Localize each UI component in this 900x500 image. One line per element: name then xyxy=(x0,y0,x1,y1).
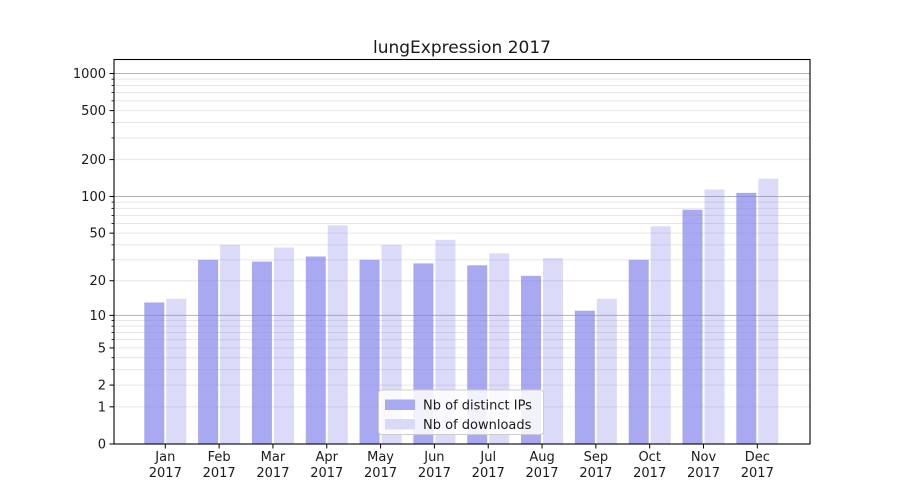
bar-nb-of-downloads-dec-2017 xyxy=(758,178,779,445)
bar-nb-of-downloads-jan-2017 xyxy=(166,298,187,444)
plot-border xyxy=(113,58,811,445)
x-tick-label-year-oct-2017: 2017 xyxy=(633,466,666,481)
x-tick-label-month-sep-2017: Sep xyxy=(584,450,609,465)
x-tick-label-year-may-2017: 2017 xyxy=(364,466,397,481)
x-tick-label-month-jan-2017: Jan xyxy=(154,450,175,465)
bar-nb-of-downloads-aug-2017 xyxy=(543,258,564,444)
bar-nb-of-distinct-ips-oct-2017 xyxy=(628,259,649,444)
y-tick-label-200: 200 xyxy=(81,153,106,168)
x-tick-label-month-jul-2017: Jul xyxy=(479,450,496,465)
y-axis-ticks: 0 1 2 5 10 20 50 100 200 500 1000 xyxy=(73,67,114,453)
x-tick-label-year-dec-2017: 2017 xyxy=(741,466,774,481)
x-tick-label-month-jun-2017: Jun xyxy=(423,450,444,465)
bar-nb-of-downloads-nov-2017 xyxy=(704,189,725,444)
y-tick-label-5: 5 xyxy=(98,341,106,356)
x-tick-label-year-feb-2017: 2017 xyxy=(203,466,236,481)
x-tick-label-year-jul-2017: 2017 xyxy=(472,466,505,481)
legend-box xyxy=(378,389,544,435)
x-tick-label-month-dec-2017: Dec xyxy=(745,450,770,465)
x-tick-label-year-sep-2017: 2017 xyxy=(579,466,612,481)
bar-nb-of-distinct-ips-mar-2017 xyxy=(251,261,272,444)
x-tick-label-month-apr-2017: Apr xyxy=(316,450,339,465)
y-tick-label-50: 50 xyxy=(89,227,106,242)
bar-nb-of-downloads-oct-2017 xyxy=(650,226,671,444)
bar-nb-of-distinct-ips-feb-2017 xyxy=(198,259,219,444)
bar-nb-of-distinct-ips-jan-2017 xyxy=(144,302,165,444)
y-tick-label-500: 500 xyxy=(81,104,106,119)
bar-nb-of-distinct-ips-sep-2017 xyxy=(574,310,595,444)
x-tick-label-year-jun-2017: 2017 xyxy=(418,466,451,481)
legend-swatch-downloads xyxy=(385,419,415,430)
x-axis-ticks: Jan2017Feb2017Mar2017Apr2017May2017Jun20… xyxy=(149,444,774,481)
x-tick-label-year-nov-2017: 2017 xyxy=(687,466,720,481)
x-tick-label-month-oct-2017: Oct xyxy=(638,450,660,465)
bar-nb-of-distinct-ips-dec-2017 xyxy=(736,192,757,444)
x-tick-label-month-may-2017: May xyxy=(367,450,394,465)
y-tick-label-100: 100 xyxy=(81,190,106,205)
x-tick-label-month-feb-2017: Feb xyxy=(208,450,231,465)
legend-swatch-distinct-ips xyxy=(385,399,415,410)
y-tick-label-1: 1 xyxy=(98,400,106,415)
bar-nb-of-downloads-feb-2017 xyxy=(220,244,241,444)
bar-nb-of-distinct-ips-nov-2017 xyxy=(682,209,703,444)
y-tick-label-10: 10 xyxy=(89,309,106,324)
x-tick-label-year-apr-2017: 2017 xyxy=(310,466,343,481)
y-tick-label-1000: 1000 xyxy=(73,67,106,82)
x-tick-label-year-aug-2017: 2017 xyxy=(525,466,558,481)
bar-nb-of-distinct-ips-may-2017 xyxy=(359,259,380,444)
legend: Nb of distinct IPs Nb of downloads xyxy=(378,389,544,435)
y-tick-label-20: 20 xyxy=(89,274,106,289)
y-tick-label-0: 0 xyxy=(98,438,106,453)
x-tick-label-month-mar-2017: Mar xyxy=(261,450,286,465)
legend-label-downloads: Nb of downloads xyxy=(423,418,532,433)
bar-nb-of-downloads-mar-2017 xyxy=(273,247,294,444)
chart-title: lungExpression 2017 xyxy=(373,38,551,58)
bar-nb-of-downloads-sep-2017 xyxy=(596,298,617,444)
x-tick-label-month-aug-2017: Aug xyxy=(529,450,554,465)
legend-label-distinct-ips: Nb of distinct IPs xyxy=(423,399,532,414)
x-tick-label-year-mar-2017: 2017 xyxy=(256,466,289,481)
bar-nb-of-downloads-apr-2017 xyxy=(327,225,348,444)
y-tick-label-2: 2 xyxy=(98,379,106,394)
bar-nb-of-distinct-ips-apr-2017 xyxy=(305,256,326,444)
x-tick-label-year-jan-2017: 2017 xyxy=(149,466,182,481)
x-tick-label-month-nov-2017: Nov xyxy=(691,450,717,465)
